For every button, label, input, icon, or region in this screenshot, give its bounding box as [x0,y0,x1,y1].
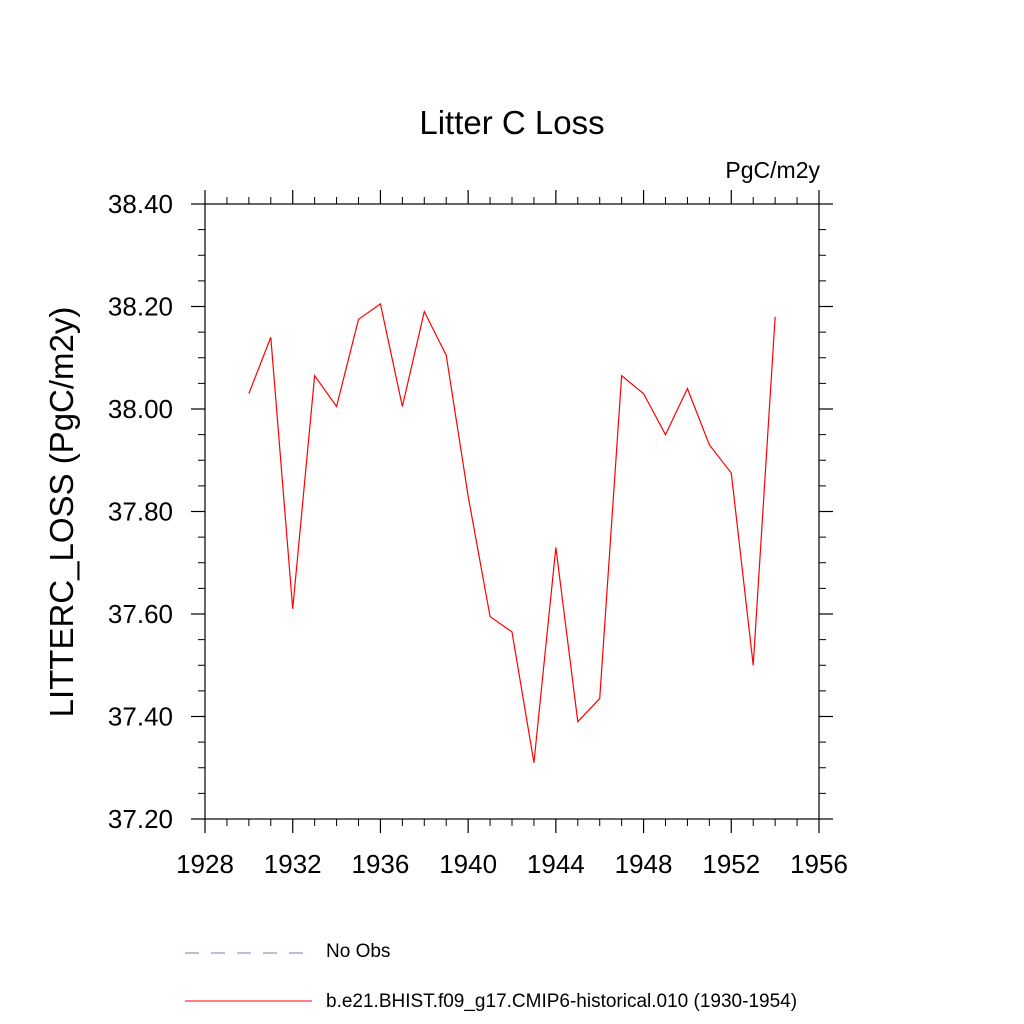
x-tick-label: 1936 [352,849,410,879]
x-tick-label: 1952 [702,849,760,879]
x-tick-label: 1940 [439,849,497,879]
x-tick-label: 1932 [264,849,322,879]
y-tick-label: 37.40 [108,702,173,732]
legend-swatches [185,952,312,1002]
units-label: PgC/m2y [725,157,820,183]
y-axis-label: LITTERC_LOSS (PgC/m2y) [43,306,80,718]
chart-title: Litter C Loss [419,104,605,141]
x-tick-label: 1944 [527,849,585,879]
series-line [248,302,776,763]
axis-ticks: 1928 1932 1936 1940 1944 1948 1952 1956 37.20 37.… [108,189,848,879]
x-tick-label: 1956 [790,849,848,879]
legend-entry-no-obs: No Obs [326,941,391,962]
plot-axes [204,203,820,820]
legend-entry-model-run: b.e21.BHIST.f09_g17.CMIP6-historical.010… [326,991,798,1012]
series-layer [248,302,776,763]
y-tick-label: 38.00 [108,394,173,424]
plot-frame [204,203,820,820]
x-tick-label: 1928 [176,849,234,879]
x-tick-label: 1948 [615,849,673,879]
y-tick-label: 38.20 [108,292,173,322]
y-tick-label: 38.40 [108,189,173,219]
y-tick-label: 37.60 [108,599,173,629]
y-tick-label: 37.80 [108,497,173,527]
y-tick-label: 37.20 [108,804,173,834]
